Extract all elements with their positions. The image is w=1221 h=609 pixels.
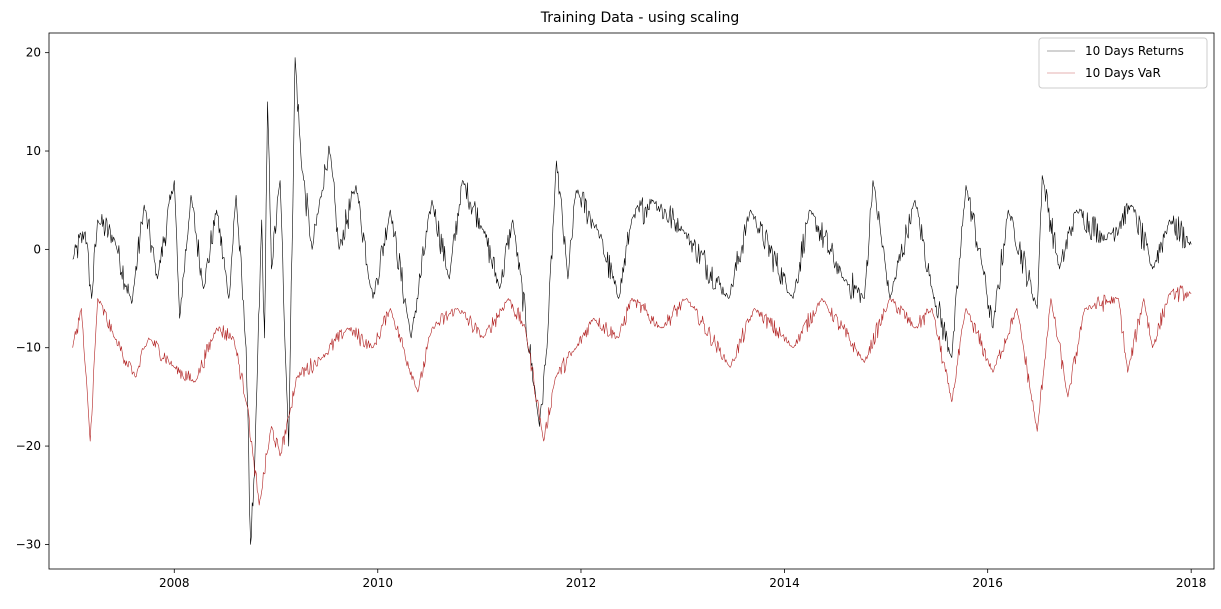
- x-tick-label: 2018: [1176, 576, 1207, 590]
- y-tick-label: 10: [26, 144, 41, 158]
- y-axis: 20 10 0 −10 −20 −30: [16, 46, 49, 551]
- x-axis: 2008 2010 2012 2014 2016 2018: [159, 569, 1206, 590]
- legend-box: [1038, 37, 1208, 89]
- plot-area: [48, 32, 1215, 570]
- x-tick-label: 2014: [769, 576, 800, 590]
- y-tick-label: −10: [16, 341, 41, 355]
- plot-frame: [48, 32, 1215, 570]
- x-tick-label: 2010: [362, 576, 393, 590]
- x-tick-label: 2016: [972, 576, 1003, 590]
- legend-label: 10 Days Returns: [1085, 44, 1184, 58]
- legend: 10 Days Returns 10 Days VaR: [1038, 37, 1208, 89]
- x-tick-label: 2012: [566, 576, 597, 590]
- legend-label: 10 Days VaR: [1085, 66, 1161, 80]
- x-tick-label: 2008: [159, 576, 190, 590]
- y-tick-label: 0: [33, 242, 41, 256]
- series-line-1: [72, 57, 1192, 545]
- chart-title: Training Data - using scaling: [540, 10, 739, 26]
- series-line-2: [72, 285, 1192, 506]
- series-layer: [72, 57, 1192, 545]
- y-tick-label: 20: [26, 46, 41, 60]
- y-tick-label: −30: [16, 537, 41, 551]
- y-tick-label: −20: [16, 439, 41, 453]
